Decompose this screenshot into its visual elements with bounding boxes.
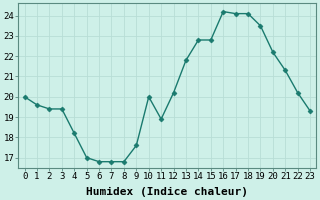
X-axis label: Humidex (Indice chaleur): Humidex (Indice chaleur) [86, 186, 248, 197]
